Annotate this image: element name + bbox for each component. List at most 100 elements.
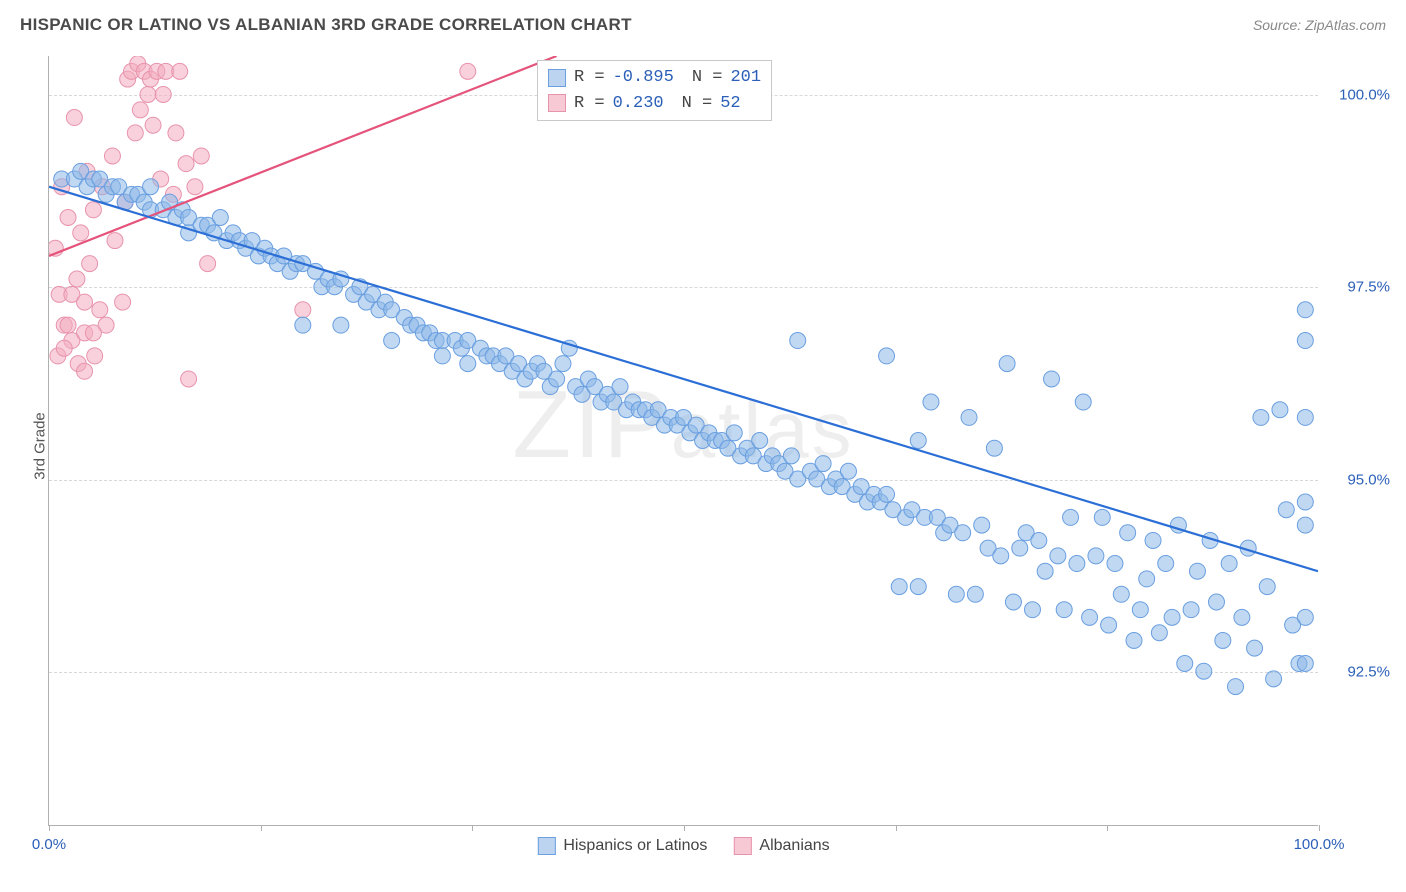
n-value: 201 bbox=[730, 65, 761, 91]
blue-point bbox=[1088, 548, 1104, 564]
blue-point bbox=[1297, 656, 1313, 672]
legend-swatch bbox=[733, 837, 751, 855]
pink-point bbox=[295, 302, 311, 318]
x-tick bbox=[49, 825, 50, 831]
y-axis-label: 3rd Grade bbox=[31, 412, 48, 480]
blue-point bbox=[333, 317, 349, 333]
x-tick bbox=[261, 825, 262, 831]
pink-point bbox=[168, 125, 184, 141]
blue-point bbox=[434, 348, 450, 364]
blue-point bbox=[974, 517, 990, 533]
r-value: 0.230 bbox=[613, 91, 664, 117]
n-label: N = bbox=[682, 91, 713, 117]
blue-point bbox=[1145, 532, 1161, 548]
blue-point bbox=[1183, 602, 1199, 618]
pink-point bbox=[85, 325, 101, 341]
blue-point bbox=[1297, 409, 1313, 425]
blue-point bbox=[384, 333, 400, 349]
blue-point bbox=[986, 440, 1002, 456]
blue-point bbox=[955, 525, 971, 541]
blue-point bbox=[1069, 556, 1085, 572]
blue-point bbox=[1208, 594, 1224, 610]
blue-point bbox=[1266, 671, 1282, 687]
pink-point bbox=[132, 102, 148, 118]
blue-point bbox=[1151, 625, 1167, 641]
blue-point bbox=[212, 210, 228, 226]
blue-point bbox=[891, 579, 907, 595]
blue-point bbox=[948, 586, 964, 602]
pink-point bbox=[92, 302, 108, 318]
pink-point bbox=[115, 294, 131, 310]
plot-svg bbox=[49, 56, 1318, 825]
blue-point bbox=[783, 448, 799, 464]
blue-point bbox=[910, 579, 926, 595]
blue-point bbox=[1234, 609, 1250, 625]
blue-point bbox=[1189, 563, 1205, 579]
pink-point bbox=[200, 256, 216, 272]
pink-point bbox=[69, 271, 85, 287]
legend-item: Hispanics or Latinos bbox=[537, 837, 707, 855]
blue-point bbox=[1037, 563, 1053, 579]
r-label: R = bbox=[574, 65, 605, 91]
stats-row: R =-0.895N =201 bbox=[548, 65, 761, 91]
pink-point bbox=[178, 156, 194, 172]
chart-title: HISPANIC OR LATINO VS ALBANIAN 3RD GRADE… bbox=[20, 15, 632, 35]
pink-point bbox=[193, 148, 209, 164]
blue-point bbox=[1005, 594, 1021, 610]
blue-point bbox=[1094, 509, 1110, 525]
blue-point bbox=[460, 356, 476, 372]
blue-point bbox=[1297, 609, 1313, 625]
blue-point bbox=[1031, 532, 1047, 548]
y-tick-label: 97.5% bbox=[1347, 279, 1390, 296]
blue-point bbox=[549, 371, 565, 387]
blue-point bbox=[1056, 602, 1072, 618]
blue-point bbox=[1228, 679, 1244, 695]
blue-point bbox=[1196, 663, 1212, 679]
stats-legend-box: R =-0.895N =201R = 0.230N = 52 bbox=[537, 60, 772, 121]
x-tick-label: 0.0% bbox=[32, 836, 66, 853]
blue-point bbox=[1050, 548, 1066, 564]
source-label: Source: ZipAtlas.com bbox=[1253, 17, 1386, 33]
blue-point bbox=[1297, 517, 1313, 533]
y-tick-label: 100.0% bbox=[1339, 86, 1390, 103]
legend-label: Albanians bbox=[759, 837, 829, 855]
chart-plot-area: ZIPatlas 92.5%95.0%97.5%100.0% R =-0.895… bbox=[48, 56, 1318, 826]
pink-point bbox=[107, 233, 123, 249]
blue-point bbox=[1247, 640, 1263, 656]
blue-point bbox=[815, 456, 831, 472]
stats-row: R = 0.230N = 52 bbox=[548, 91, 761, 117]
blue-point bbox=[879, 348, 895, 364]
pink-point bbox=[66, 110, 82, 126]
blue-point bbox=[1063, 509, 1079, 525]
blue-point bbox=[1113, 586, 1129, 602]
blue-point bbox=[879, 486, 895, 502]
pink-point bbox=[87, 348, 103, 364]
blue-point bbox=[1107, 556, 1123, 572]
pink-point bbox=[82, 256, 98, 272]
r-value: -0.895 bbox=[613, 65, 674, 91]
blue-point bbox=[143, 179, 159, 195]
blue-point bbox=[1272, 402, 1288, 418]
blue-point bbox=[726, 425, 742, 441]
blue-point bbox=[1120, 525, 1136, 541]
y-tick-label: 95.0% bbox=[1347, 471, 1390, 488]
blue-point bbox=[1012, 540, 1028, 556]
x-tick bbox=[472, 825, 473, 831]
blue-point bbox=[1075, 394, 1091, 410]
pink-point bbox=[77, 363, 93, 379]
legend-item: Albanians bbox=[733, 837, 829, 855]
blue-point bbox=[1024, 602, 1040, 618]
x-tick bbox=[1107, 825, 1108, 831]
x-tick bbox=[896, 825, 897, 831]
x-tick bbox=[684, 825, 685, 831]
blue-point bbox=[910, 433, 926, 449]
pink-point bbox=[56, 340, 72, 356]
pink-point bbox=[155, 86, 171, 102]
blue-point bbox=[999, 356, 1015, 372]
pink-point bbox=[172, 63, 188, 79]
blue-point bbox=[1278, 502, 1294, 518]
blue-point bbox=[1101, 617, 1117, 633]
x-tick-label: 100.0% bbox=[1294, 836, 1345, 853]
pink-point bbox=[60, 317, 76, 333]
blue-point bbox=[612, 379, 628, 395]
